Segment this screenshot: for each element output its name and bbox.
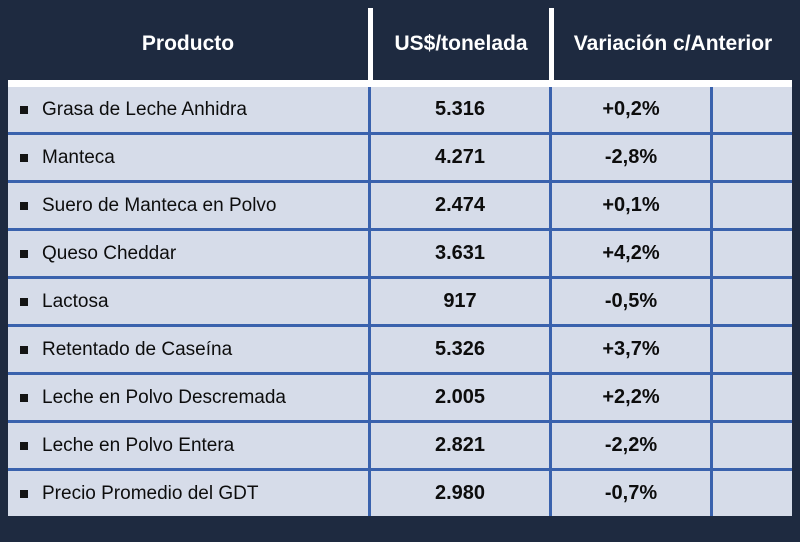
empty-cell	[713, 183, 792, 228]
bullet-icon	[20, 393, 28, 402]
bullet-icon	[20, 489, 28, 498]
bullet-icon	[20, 441, 28, 450]
empty-cell	[713, 279, 792, 324]
product-cell: Queso Cheddar	[8, 231, 368, 276]
product-label: Lactosa	[42, 290, 109, 312]
product-cell: Lactosa	[8, 279, 368, 324]
product-label: Precio Promedio del GDT	[42, 482, 259, 504]
variation-value: +0,1%	[552, 183, 710, 228]
price-value: 5.326	[371, 327, 549, 372]
bullet-icon	[20, 345, 28, 354]
product-label: Queso Cheddar	[42, 242, 177, 264]
product-label: Manteca	[42, 146, 115, 168]
bullet-icon	[20, 297, 28, 306]
variation-value: -2,2%	[552, 423, 710, 468]
bullet-icon	[20, 153, 28, 162]
bullet-icon	[20, 201, 28, 210]
table-header-row: Producto US$/tonelada Variación c/Anteri…	[8, 8, 792, 80]
table-body: Grasa de Leche Anhidra 5.316 +0,2% Manteca 4…	[8, 87, 792, 516]
product-label: Suero de Manteca en Polvo	[42, 194, 277, 216]
bullet-icon	[20, 249, 28, 258]
price-value: 4.271	[371, 135, 549, 180]
empty-cell	[713, 423, 792, 468]
variation-value: -0,7%	[552, 471, 710, 516]
bullet-icon	[20, 105, 28, 114]
header-producto: Producto	[8, 8, 368, 80]
product-cell: Leche en Polvo Entera	[8, 423, 368, 468]
variation-value: +0,2%	[552, 87, 710, 132]
variation-value: +2,2%	[552, 375, 710, 420]
price-table: Producto US$/tonelada Variación c/Anteri…	[8, 8, 792, 516]
empty-cell	[713, 231, 792, 276]
empty-cell	[713, 135, 792, 180]
product-cell: Retentado de Caseína	[8, 327, 368, 372]
price-value: 3.631	[371, 231, 549, 276]
header-variacion-anterior: Variación c/Anterior	[554, 8, 792, 80]
product-cell: Precio Promedio del GDT	[8, 471, 368, 516]
product-label: Retentado de Caseína	[42, 338, 233, 360]
product-cell: Suero de Manteca en Polvo	[8, 183, 368, 228]
variation-value: -0,5%	[552, 279, 710, 324]
price-value: 2.980	[371, 471, 549, 516]
price-value: 2.821	[371, 423, 549, 468]
product-label: Leche en Polvo Entera	[42, 434, 235, 456]
product-cell: Leche en Polvo Descremada	[8, 375, 368, 420]
product-cell: Grasa de Leche Anhidra	[8, 87, 368, 132]
variation-value: -2,8%	[552, 135, 710, 180]
price-value: 2.005	[371, 375, 549, 420]
product-cell: Manteca	[8, 135, 368, 180]
variation-value: +4,2%	[552, 231, 710, 276]
price-value: 2.474	[371, 183, 549, 228]
empty-cell	[713, 375, 792, 420]
product-label: Leche en Polvo Descremada	[42, 386, 286, 408]
empty-cell	[713, 471, 792, 516]
variation-value: +3,7%	[552, 327, 710, 372]
price-value: 5.316	[371, 87, 549, 132]
product-label: Grasa de Leche Anhidra	[42, 98, 247, 120]
price-value: 917	[371, 279, 549, 324]
empty-cell	[713, 327, 792, 372]
header-usd-tonelada: US$/tonelada	[373, 8, 549, 80]
empty-cell	[713, 87, 792, 132]
